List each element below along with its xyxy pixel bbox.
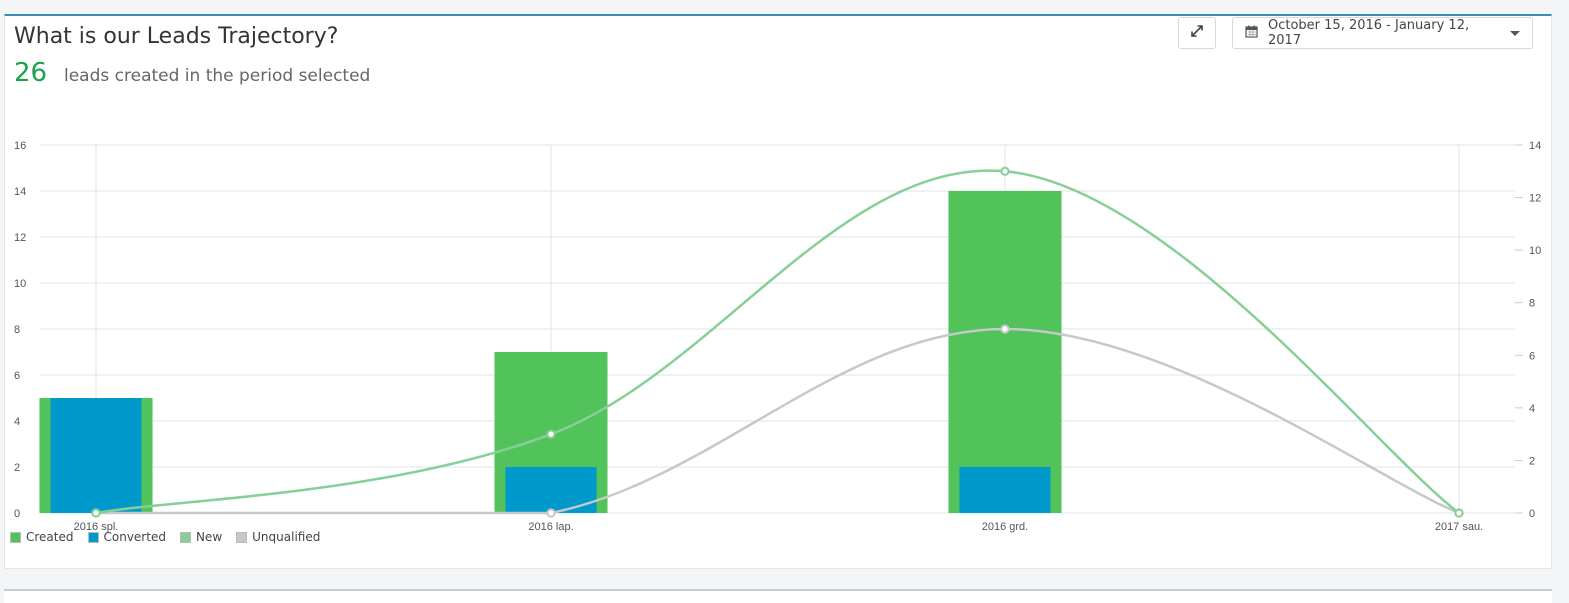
legend-label-converted: Converted (103, 530, 166, 544)
expand-icon (1191, 25, 1203, 41)
next-panel-edge (4, 589, 1552, 603)
date-range-picker[interactable]: October 15, 2016 - January 12, 2017 (1232, 17, 1533, 49)
legend-swatch-created (10, 531, 21, 543)
expand-button[interactable] (1178, 17, 1216, 49)
legend-item-unqualified[interactable]: Unqualified (236, 530, 320, 544)
leads-count-label: leads created in the period selected (64, 66, 371, 86)
legend-swatch-unqualified (236, 531, 248, 543)
date-range-label: October 15, 2016 - January 12, 2017 (1268, 18, 1470, 48)
legend-item-converted[interactable]: Converted (87, 530, 166, 544)
legend-item-new[interactable]: New (179, 530, 223, 544)
legend-item-created[interactable]: Created (10, 530, 74, 544)
leads-trajectory-panel (4, 14, 1552, 569)
legend-swatch-new (179, 531, 191, 543)
leads-count: 26 (14, 58, 48, 88)
legend-swatch-converted (87, 531, 99, 543)
legend-label-new: New (195, 530, 223, 544)
page-title: What is our Leads Trajectory? (14, 24, 339, 49)
legend-label-created: Created (26, 530, 74, 544)
chevron-down-icon (1510, 30, 1520, 36)
chart-legend: Created Converted New Unqualified (10, 530, 320, 544)
legend-label-unqualified: Unqualified (252, 530, 321, 544)
calendar-icon (1245, 25, 1258, 42)
